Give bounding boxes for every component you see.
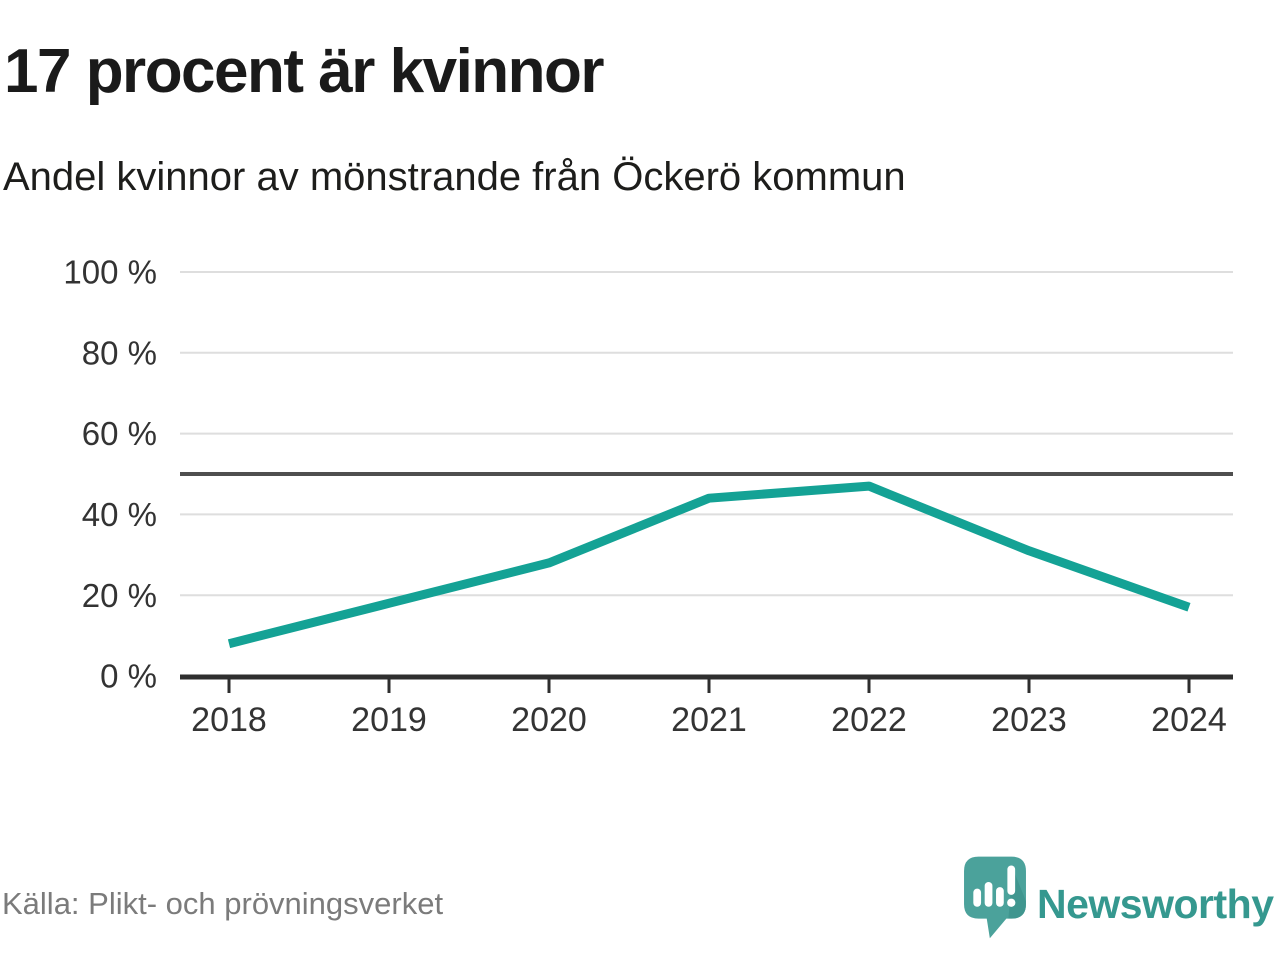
x-tick-label: 2022 (831, 701, 907, 739)
y-tick-label: 60 % (82, 415, 157, 452)
speech-bubble-bar-chart-exclamation-icon (964, 856, 1026, 939)
chart-title: 17 procent är kvinnor (4, 37, 605, 106)
x-tick-label: 2020 (511, 701, 587, 739)
y-tick-label: 20 % (82, 577, 157, 614)
x-tick-label: 2021 (671, 701, 747, 739)
data-line (227, 481, 1191, 649)
y-tick-label: 80 % (82, 334, 157, 371)
x-tick-label: 2018 (191, 701, 267, 739)
source-label: Källa: Plikt- och prövningsverket (2, 886, 444, 921)
x-tick-label: 2019 (351, 701, 427, 739)
x-tick-label: 2024 (1151, 701, 1227, 739)
brand-wordmark: Newsworthy (1037, 881, 1274, 927)
x-tick-label: 2023 (991, 701, 1067, 739)
y-tick-label: 100 % (63, 254, 157, 291)
y-tick-label: 40 % (82, 496, 157, 533)
y-tick-label: 0 % (100, 658, 157, 695)
newsworthy-logo: Newsworthy (963, 855, 1278, 945)
chart-subtitle: Andel kvinnor av mönstrande från Öckerö … (3, 155, 906, 199)
